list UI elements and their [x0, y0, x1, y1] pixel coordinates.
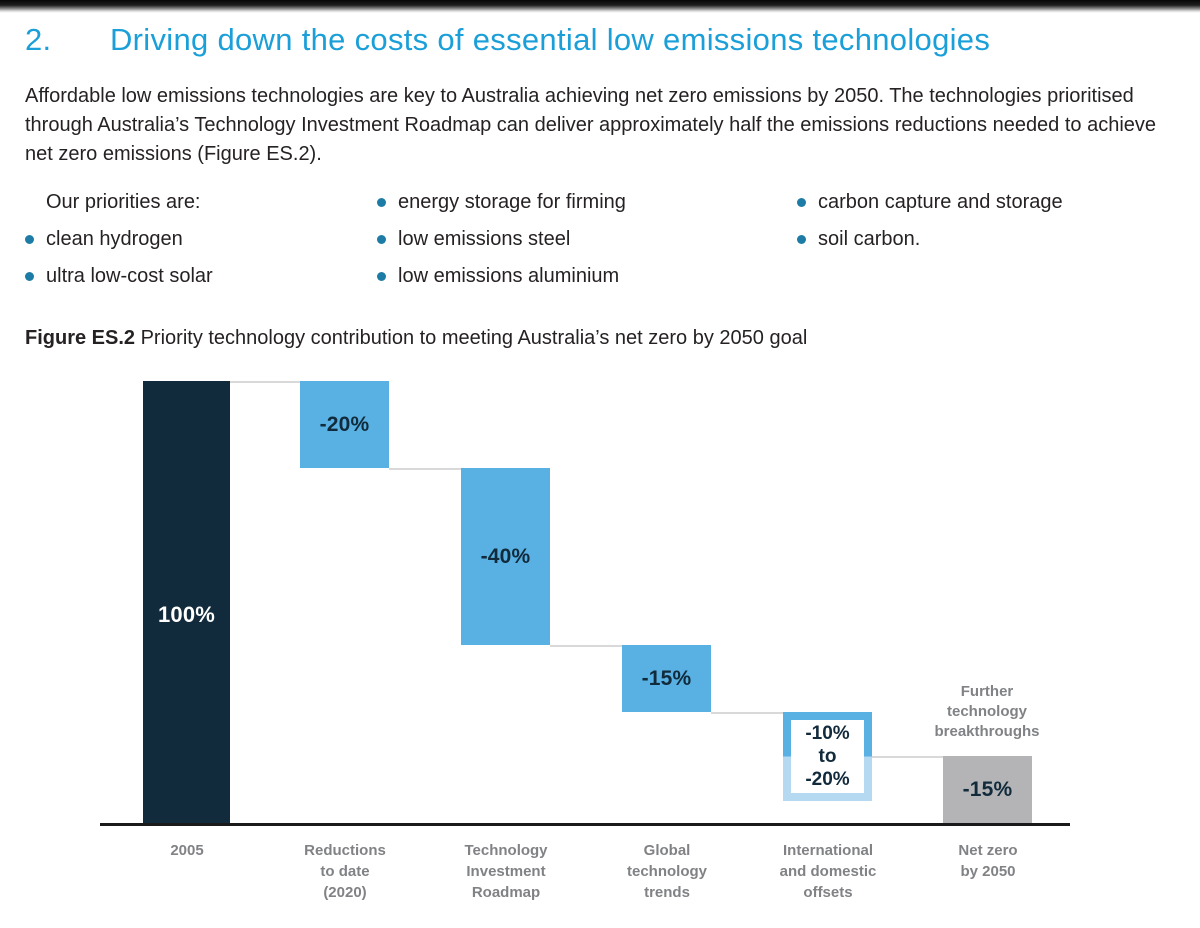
waterfall-chart: 100% -20% -40% -15% -10% to -20% -15% Fu… [0, 368, 1200, 928]
priority-item-text: low emissions steel [398, 228, 571, 250]
section-heading: 2. Driving down the costs of essential l… [25, 22, 1175, 58]
bar-value-label: 100% [157, 602, 216, 627]
figure-caption-text: Priority technology contribution to meet… [135, 327, 808, 349]
annotation-further-technology-breakthroughs: Further technology breakthroughs [934, 683, 1040, 740]
x-axis-line [100, 823, 1070, 826]
bullet-icon [377, 197, 386, 207]
priority-item: ultra low-cost solar [25, 263, 377, 289]
bar-value-label: -40% [480, 544, 531, 568]
priority-item-text: low emissions aluminium [398, 265, 620, 287]
priority-item-text: energy storage for firming [398, 191, 626, 213]
priorities-column-3: carbon capture and storage soil carbon. [797, 189, 1175, 300]
bullet-icon [25, 234, 34, 244]
offsets-range-inner-box: -10% to -20% [791, 720, 864, 793]
category-label-net-zero-by-2050: Net zero by 2050 [958, 842, 1018, 880]
priority-item-text: ultra low-cost solar [46, 265, 213, 287]
bar-value-label: -15% [962, 777, 1013, 801]
priorities-lead: Our priorities are: [25, 189, 377, 215]
bar-value-label: -15% [641, 666, 692, 690]
category-label-reductions-to-date: Reductions to date (2020) [304, 842, 386, 901]
category-label-technology-investment-roadmap: Technology Investment Roadmap [464, 842, 548, 901]
waterfall-connector [550, 645, 622, 647]
bar-global-technology-trends: -15% [622, 645, 711, 712]
category-label-international-domestic-offsets: International and domestic offsets [779, 842, 877, 901]
priority-item: carbon capture and storage [797, 189, 1175, 215]
priority-item: soil carbon. [797, 226, 1175, 252]
intro-paragraph: Affordable low emissions technologies ar… [25, 85, 1157, 165]
bullet-icon [25, 271, 34, 281]
waterfall-connector [872, 756, 943, 758]
bullet-icon [377, 271, 386, 281]
priority-item: energy storage for firming [377, 189, 797, 215]
figure-caption: Figure ES.2 Priority technology contribu… [25, 327, 1175, 350]
bar-value-label: -10% to -20% [805, 723, 850, 790]
section-title: Driving down the costs of essential low … [110, 22, 991, 57]
waterfall-connector [230, 381, 300, 383]
priority-item: low emissions steel [377, 226, 797, 252]
bar-net-zero-2050-remaining: -15% [943, 756, 1032, 823]
window-top-edge [0, 0, 1200, 13]
bullet-icon [377, 234, 386, 244]
waterfall-connector [389, 468, 461, 470]
page-content: 2. Driving down the costs of essential l… [0, 22, 1200, 350]
priorities-list: Our priorities are: clean hydrogen ultra… [25, 189, 1175, 300]
bar-reductions-to-date: -20% [300, 381, 389, 468]
bar-international-domestic-offsets-range: -10% to -20% [783, 712, 872, 801]
bullet-icon [797, 234, 806, 244]
section-number: 2. [25, 22, 52, 57]
priority-item: low emissions aluminium [377, 263, 797, 289]
bar-technology-investment-roadmap: -40% [461, 468, 550, 645]
priority-item: clean hydrogen [25, 226, 377, 252]
priority-item-text: carbon capture and storage [818, 191, 1063, 213]
category-label-global-technology-trends: Global technology trends [626, 842, 707, 901]
priorities-column-2: energy storage for firming low emissions… [377, 189, 797, 300]
priorities-column-1: Our priorities are: clean hydrogen ultra… [25, 189, 377, 300]
waterfall-connector [711, 712, 783, 714]
bar-2005-total: 100% [143, 381, 230, 823]
priorities-lead-text: Our priorities are: [46, 191, 201, 213]
priority-item-text: soil carbon. [818, 228, 921, 250]
category-label-2005: 2005 [170, 842, 204, 859]
bullet-icon [797, 197, 806, 207]
bar-value-label: -20% [319, 412, 370, 436]
priority-item-text: clean hydrogen [46, 228, 183, 250]
figure-caption-label: Figure ES.2 [25, 327, 136, 349]
